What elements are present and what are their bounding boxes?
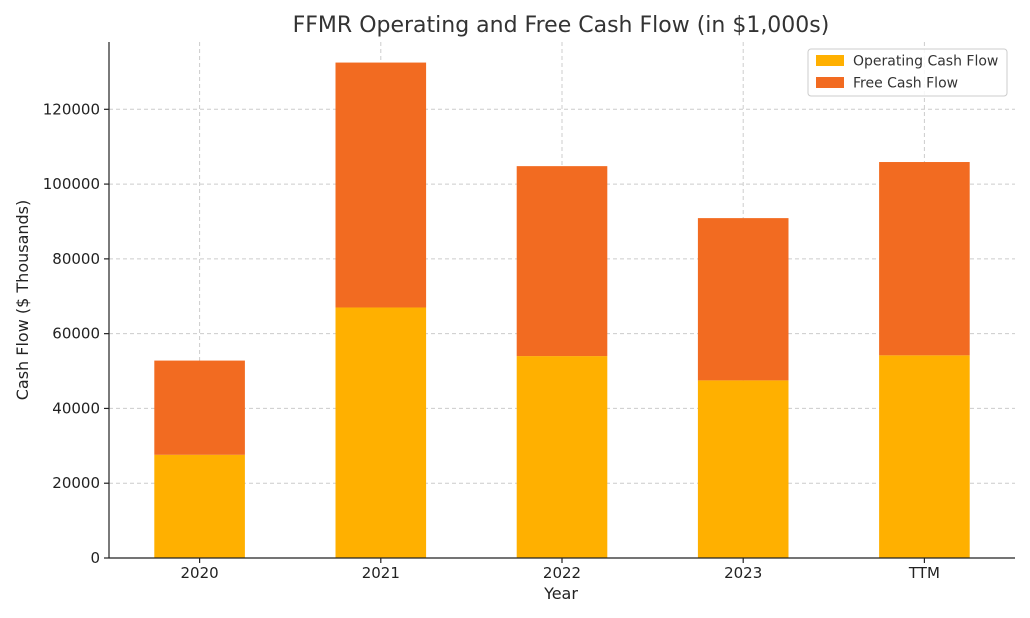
bar-operating-cash-flow-2020 (154, 454, 245, 558)
bar-operating-cash-flow-2022 (516, 356, 608, 558)
y-tick-label: 60000 (52, 325, 100, 343)
legend-swatch-operating-cash-flow (816, 55, 844, 66)
x-tick-label: 2020 (181, 564, 219, 582)
bar-free-cash-flow-2023 (697, 218, 789, 381)
y-tick-label: 100000 (43, 175, 100, 193)
y-tick-label: 20000 (52, 474, 100, 492)
x-tick-label: 2021 (362, 564, 400, 582)
legend-label-free-cash-flow: Free Cash Flow (853, 76, 958, 92)
x-tick-label: TTM (908, 564, 940, 582)
x-tick-label: 2023 (724, 564, 762, 582)
bar-free-cash-flow-2020 (154, 360, 245, 455)
bars (154, 62, 970, 558)
y-tick-label: 40000 (52, 399, 100, 417)
bar-operating-cash-flow-2021 (335, 307, 427, 558)
legend: Operating Cash Flow Free Cash Flow (807, 48, 1008, 97)
bar-free-cash-flow-2021 (335, 62, 427, 308)
y-axis-label: Cash Flow ($ Thousands) (13, 200, 32, 401)
bar-free-cash-flow-2022 (516, 166, 608, 357)
x-tick-labels: 2020 2021 2022 2023 TTM (181, 564, 940, 582)
bar-operating-cash-flow-ttm (879, 355, 970, 558)
y-tick-label: 0 (90, 549, 100, 567)
bar-free-cash-flow-ttm (879, 162, 970, 356)
x-tick-label: 2022 (543, 564, 581, 582)
legend-label-operating-cash-flow: Operating Cash Flow (853, 54, 998, 70)
chart-title: FFMR Operating and Free Cash Flow (in $1… (293, 13, 830, 38)
bar-operating-cash-flow-2023 (697, 380, 789, 558)
legend-box (807, 48, 1008, 97)
y-tick-label: 80000 (52, 250, 100, 268)
y-tick-label: 120000 (43, 100, 100, 118)
axes (104, 42, 1015, 563)
y-tick-labels: 0 20000 40000 60000 80000 100000 120000 (43, 100, 100, 567)
x-axis-label: Year (543, 584, 578, 603)
legend-swatch-free-cash-flow (816, 77, 844, 88)
